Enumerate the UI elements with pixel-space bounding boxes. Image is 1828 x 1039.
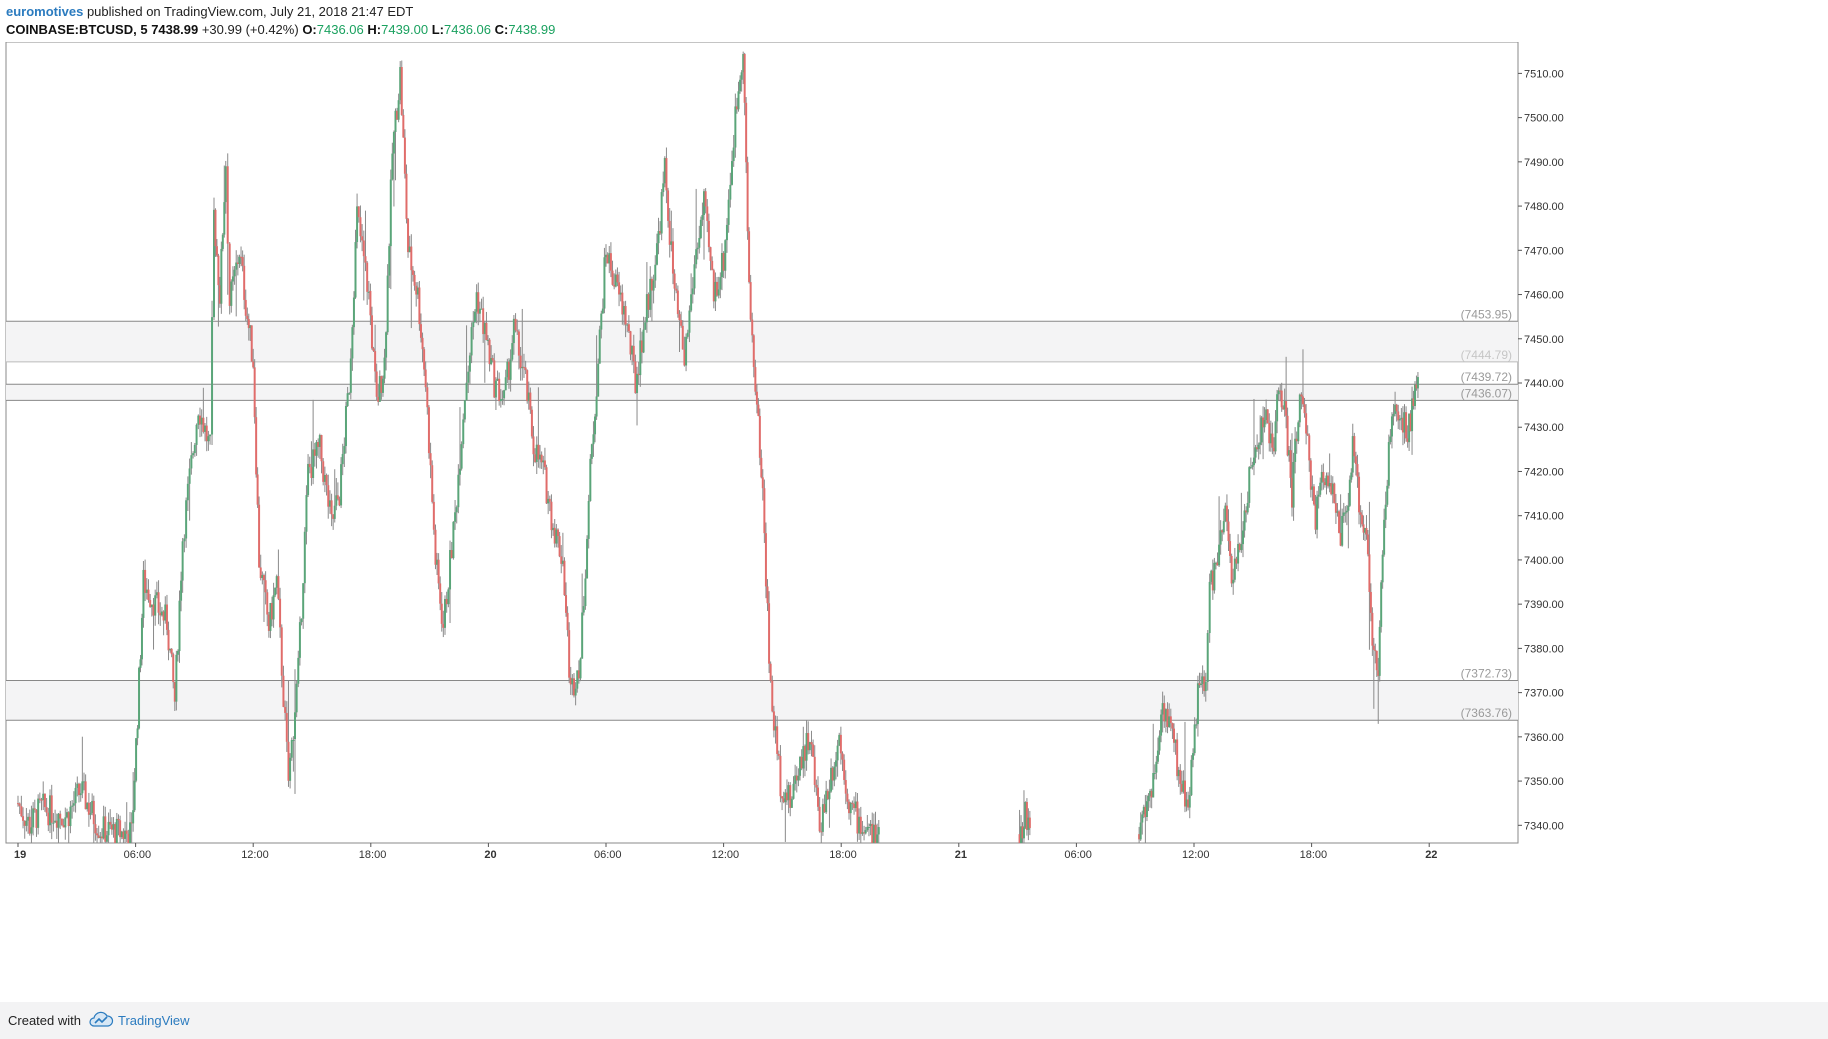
close-value: 7438.99 — [508, 22, 556, 37]
y-tick-label: 7380.00 — [1524, 643, 1564, 655]
y-tick-label: 7460.00 — [1524, 290, 1564, 302]
zone-bottom-label: (7436.07) — [1461, 386, 1512, 400]
y-tick-label: 7430.00 — [1524, 422, 1564, 434]
y-tick-label: 7480.00 — [1524, 201, 1564, 213]
x-tick-label: 18:00 — [829, 849, 857, 861]
y-tick-label: 7370.00 — [1524, 688, 1564, 700]
open-label: O: — [302, 22, 317, 37]
price-chart[interactable]: (7453.95) (7444.79) (7439.72) (7436.07) (737… — [0, 42, 1828, 1002]
x-tick-label: 12:00 — [712, 849, 740, 861]
chart-header: euromotives published on TradingView.com… — [6, 3, 555, 39]
author-link[interactable]: euromotives — [6, 4, 84, 19]
x-tick-label: 06:00 — [124, 849, 152, 861]
x-tick-label: 20 — [484, 849, 496, 861]
publish-info: published on TradingView.com, July 21, 2… — [86, 4, 414, 19]
y-tick-label: 7400.00 — [1524, 555, 1564, 567]
y-tick-label: 7440.00 — [1524, 378, 1564, 390]
change-value: +30.99 (+0.42%) — [201, 22, 299, 37]
y-tick-label: 7470.00 — [1524, 245, 1564, 257]
last-price: 7438.99 — [151, 22, 199, 37]
chart-area[interactable]: (7453.95) (7444.79) (7439.72) (7436.07) (737… — [0, 42, 1828, 1002]
low-value: 7436.06 — [444, 22, 492, 37]
x-tick-label: 06:00 — [594, 849, 622, 861]
publish-line: euromotives published on TradingView.com… — [6, 3, 555, 21]
x-tick-label: 21 — [955, 849, 967, 861]
footer-bar: Created with TradingView — [0, 1002, 1828, 1039]
zone-top-label: (7453.95) — [1461, 307, 1512, 321]
close-label: C: — [494, 22, 509, 37]
y-tick-label: 7420.00 — [1524, 466, 1564, 478]
low-label: L: — [431, 22, 445, 37]
created-with-text: Created with — [8, 1013, 81, 1028]
zone-band — [6, 321, 1518, 362]
x-tick-label: 18:00 — [1300, 849, 1328, 861]
zone-bottom-label: (7444.79) — [1461, 348, 1512, 362]
high-value: 7439.00 — [381, 22, 429, 37]
y-tick-label: 7490.00 — [1524, 157, 1564, 169]
tradingview-cloud-icon[interactable] — [88, 1011, 114, 1029]
zone-top-label: (7372.73) — [1461, 667, 1512, 681]
y-tick-label: 7340.00 — [1524, 820, 1564, 832]
symbol-label: COINBASE:BTCUSD, 5 — [6, 22, 148, 37]
x-tick-label: 18:00 — [359, 849, 387, 861]
x-tick-label: 19 — [14, 849, 26, 861]
open-value: 7436.06 — [316, 22, 364, 37]
x-tick-label: 12:00 — [1182, 849, 1210, 861]
y-tick-label: 7500.00 — [1524, 113, 1564, 125]
zone-bottom-label: (7363.76) — [1461, 706, 1512, 720]
zone-top-label: (7439.72) — [1461, 370, 1512, 384]
x-tick-label: 12:00 — [241, 849, 269, 861]
zone-band — [6, 384, 1518, 401]
tradingview-brand-link[interactable]: TradingView — [118, 1013, 190, 1028]
y-tick-label: 7450.00 — [1524, 334, 1564, 346]
y-tick-label: 7390.00 — [1524, 599, 1564, 611]
y-tick-label: 7410.00 — [1524, 511, 1564, 523]
y-tick-label: 7350.00 — [1524, 776, 1564, 788]
zone-band — [6, 680, 1518, 721]
x-tick-label: 06:00 — [1064, 849, 1092, 861]
y-tick-label: 7360.00 — [1524, 732, 1564, 744]
high-label: H: — [367, 22, 382, 37]
x-tick-label: 22 — [1425, 849, 1437, 861]
plot-frame — [5, 42, 1519, 844]
candles-group — [17, 51, 1419, 843]
ohlc-line: COINBASE:BTCUSD, 5 7438.99 +30.99 (+0.42… — [6, 21, 555, 39]
y-tick-label: 7510.00 — [1524, 68, 1564, 80]
